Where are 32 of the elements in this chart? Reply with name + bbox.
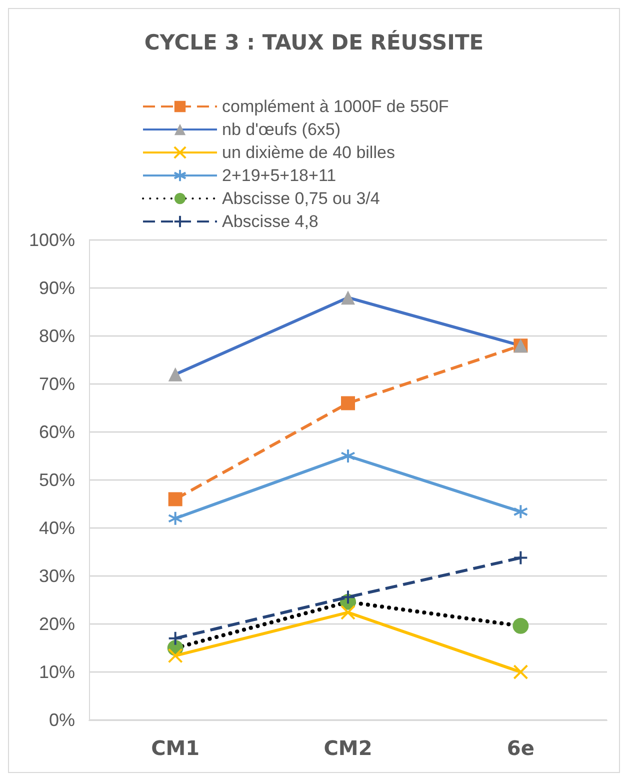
legend-label: Abscisse 4,8 — [222, 212, 318, 231]
y-tick-label: 80% — [38, 326, 75, 346]
x-tick-label: CM2 — [324, 736, 372, 760]
point — [513, 504, 528, 520]
y-tick-label: 90% — [38, 278, 75, 298]
legend-label: nb d'œufs (6x5) — [222, 120, 341, 139]
x-tick-label: 6e — [506, 736, 534, 760]
chart-title: CYCLE 3 : TAUX DE RÉUSSITE — [144, 30, 484, 54]
y-tick-label: 70% — [38, 374, 75, 394]
y-tick-label: 50% — [38, 470, 75, 490]
y-tick-label: 40% — [38, 518, 75, 538]
point — [168, 648, 183, 664]
y-tick-label: 20% — [38, 614, 75, 634]
point — [340, 590, 356, 605]
point — [513, 664, 528, 680]
y-tick-label: 10% — [38, 662, 75, 682]
legend-label: un dixième de 40 billes — [222, 143, 395, 162]
y-tick-label: 30% — [38, 566, 75, 586]
legend-label: complément à 1000F de 550F — [222, 97, 449, 116]
point — [168, 492, 182, 506]
y-tick-label: 60% — [38, 422, 75, 442]
point — [341, 396, 355, 410]
legend-label: 2+19+5+18+11 — [222, 166, 336, 185]
point — [340, 448, 356, 464]
y-tick-label: 100% — [28, 230, 75, 250]
x-tick-label: CM1 — [151, 736, 200, 760]
point — [168, 510, 183, 526]
y-tick-label: 0% — [48, 710, 75, 730]
point — [513, 550, 528, 566]
legend-label: Abscisse 0,75 ou 3/4 — [222, 189, 380, 208]
point — [168, 630, 183, 646]
point — [340, 604, 356, 620]
